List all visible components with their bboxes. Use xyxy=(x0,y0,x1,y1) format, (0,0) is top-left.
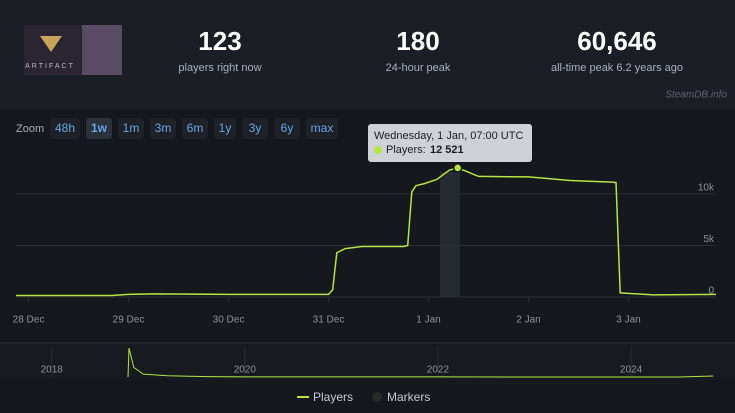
zoom-button-label[interactable]: max xyxy=(311,121,334,135)
stat-value: 60,646 xyxy=(577,26,657,56)
y-tick-label: 10k xyxy=(698,183,715,194)
zoom-buttons: 48h 1w 1m 3m 6m 1y 3y 6y max xyxy=(50,118,338,139)
zoom-button[interactable] xyxy=(214,118,236,139)
x-tick-label: 1 Jan xyxy=(416,315,440,326)
logo-art xyxy=(82,25,122,75)
zoom-label: Zoom xyxy=(16,123,44,135)
zoom-button-label[interactable]: 6y xyxy=(281,121,294,135)
x-tick-label: 3 Jan xyxy=(616,315,640,326)
zoom-button-label[interactable]: 3y xyxy=(249,121,262,135)
stat-label: all-time peak 6.2 years ago xyxy=(551,62,683,74)
zoom-button[interactable] xyxy=(182,118,208,139)
tooltip-value: 12 521 xyxy=(430,144,464,156)
highlight-point xyxy=(452,163,463,173)
series-line xyxy=(16,167,717,297)
zoom-button-label[interactable]: 1m xyxy=(123,121,140,135)
zoom-button[interactable] xyxy=(150,118,176,139)
stat-value: 123 xyxy=(198,26,241,56)
zoom-button-label[interactable]: 3m xyxy=(155,121,172,135)
zoom-button-label[interactable]: 1y xyxy=(219,121,232,135)
y-tick-label: 0 xyxy=(708,286,714,297)
stat-label: players right now xyxy=(178,62,261,74)
y-tick-label: 5k xyxy=(703,234,715,245)
tooltip-dot xyxy=(374,146,382,154)
zoom-button[interactable] xyxy=(274,118,300,139)
zoom-button[interactable] xyxy=(242,118,268,139)
zoom-button[interactable] xyxy=(118,118,144,139)
watermark: SteamDB.info xyxy=(665,90,727,101)
tooltip-series: Players: xyxy=(386,144,426,156)
tooltip-title: Wednesday, 1 Jan, 07:00 UTC xyxy=(374,130,523,142)
x-tick-label: 2018 xyxy=(41,365,64,376)
plot: 0 5k 10k 28 Dec 29 Dec 30 Dec 31 Dec 1 Jan 2 Jan… xyxy=(13,163,717,326)
legend-swatch xyxy=(372,392,382,402)
x-tick-label: 28 Dec xyxy=(13,315,45,326)
zoom-button[interactable] xyxy=(50,118,80,139)
zoom-button[interactable] xyxy=(306,118,338,139)
zoom-button-label[interactable]: 1w xyxy=(91,121,108,135)
stat-label: 24-hour peak xyxy=(386,62,451,74)
series-line xyxy=(127,347,714,378)
x-tick-label: 30 Dec xyxy=(213,315,245,326)
crosshair xyxy=(440,172,460,297)
legend-label[interactable]: Players xyxy=(313,390,353,404)
header-bg xyxy=(0,0,735,110)
x-tick-label: 2 Jan xyxy=(516,315,540,326)
x-tick-label: 2022 xyxy=(427,365,450,376)
logo-text: ARTIFACT xyxy=(25,63,75,70)
navigator: 2018 2020 2022 2024 xyxy=(41,347,714,378)
legend-label[interactable]: Markers xyxy=(387,390,430,404)
x-tick-label: 29 Dec xyxy=(113,315,145,326)
x-tick-label: 31 Dec xyxy=(313,315,345,326)
x-tick-label: 2020 xyxy=(234,365,257,376)
navigator-bg xyxy=(0,343,735,379)
zoom-button[interactable] xyxy=(86,118,112,139)
x-tick-label: 2024 xyxy=(620,365,643,376)
logo-emblem xyxy=(40,36,62,52)
zoom-button-label[interactable]: 6m xyxy=(187,121,204,135)
stat-value: 180 xyxy=(396,26,439,56)
tooltip-box xyxy=(368,124,532,162)
zoom-button-label[interactable]: 48h xyxy=(55,121,75,135)
